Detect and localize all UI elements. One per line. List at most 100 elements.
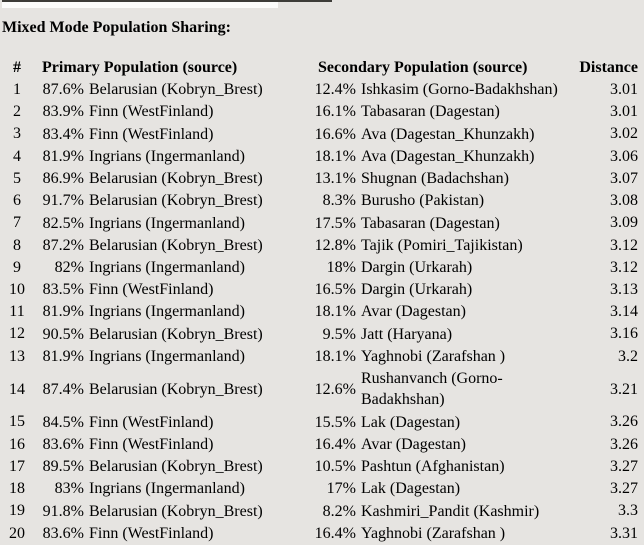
primary-population-cell: 81.9% Ingrians (Ingermanland) xyxy=(30,345,312,367)
secondary-population-cell: 16.4% Yaghnobi (Zarafshan ) xyxy=(312,522,570,544)
primary-population-name: Belarusian (Kobryn_Brest) xyxy=(89,458,263,476)
primary-population-name: Belarusian (Kobryn_Brest) xyxy=(89,170,263,188)
table-row: 7 82.5% Ingrians (Ingermanland) 17.5% Taba… xyxy=(4,212,640,234)
secondary-population-name: Tajik (Pomiri_Tajikistan) xyxy=(361,236,523,254)
table-row: 12 90.5% Belarusian (Kobryn_Brest) 9.5% Ja… xyxy=(4,323,640,345)
rank-cell: 13 xyxy=(9,347,25,365)
primary-population-name: Ingrians (Ingermanland) xyxy=(89,258,245,276)
distance-cell: 3.13 xyxy=(610,280,638,298)
primary-population-name: Finn (WestFinland) xyxy=(89,281,214,299)
primary-population-cell: 83.6% Finn (WestFinland) xyxy=(30,433,312,455)
secondary-percent: 8.3% xyxy=(322,192,356,210)
primary-percent: 87.4% xyxy=(42,380,84,398)
distance-cell: 3.3 xyxy=(618,502,638,520)
rank-cell: 14 xyxy=(9,380,25,398)
primary-population-name: Ingrians (Ingermanland) xyxy=(89,303,245,321)
primary-population-cell: 86.9% Belarusian (Kobryn_Brest) xyxy=(30,168,312,190)
secondary-population-cell: 10.5% Pashtun (Afghanistan) xyxy=(312,456,570,478)
secondary-population-name: Avar (Dagestan) xyxy=(361,303,466,321)
distance-cell: 3.27 xyxy=(610,457,638,475)
table-row: 20 83.6% Finn (WestFinland) 16.4% Yaghnobi… xyxy=(4,522,640,544)
secondary-population-cell: 12.8% Tajik (Pomiri_Tajikistan) xyxy=(312,234,570,256)
distance-cell: 3.21 xyxy=(610,380,638,398)
secondary-population-name: Tabasaran (Dagestan) xyxy=(361,214,500,232)
secondary-population-name: Avar (Dagestan) xyxy=(361,435,466,453)
secondary-percent: 16.6% xyxy=(314,125,356,143)
primary-percent: 86.9% xyxy=(42,170,84,188)
primary-population-cell: 83% Ingrians (Ingermanland) xyxy=(30,478,312,500)
secondary-population-cell: 18.1% Yaghnobi (Zarafshan ) xyxy=(312,345,570,367)
secondary-population-name: Ava (Dagestan_Khunzakh) xyxy=(361,147,535,165)
population-table-body: 1 87.6% Belarusian (Kobryn_Brest) 12.4% Is… xyxy=(4,79,640,545)
rank-cell: 6 xyxy=(13,192,21,210)
primary-population-name: Finn (WestFinland) xyxy=(89,524,214,542)
secondary-population-cell: 12.4% Ishkasim (Gorno-Badakhshan) xyxy=(312,79,570,101)
table-row: 1 87.6% Belarusian (Kobryn_Brest) 12.4% Is… xyxy=(4,79,640,101)
secondary-population-name: Shugnan (Badachshan) xyxy=(361,170,509,188)
primary-population-name: Belarusian (Kobryn_Brest) xyxy=(89,236,263,254)
table-row: 6 91.7% Belarusian (Kobryn_Brest) 8.3% Bur… xyxy=(4,190,640,212)
secondary-percent: 16.1% xyxy=(314,103,356,121)
distance-cell: 3.08 xyxy=(610,192,638,210)
primary-percent: 81.9% xyxy=(42,303,84,321)
rank-cell: 9 xyxy=(13,258,21,276)
primary-population-cell: 89.5% Belarusian (Kobryn_Brest) xyxy=(30,456,312,478)
secondary-population-cell: 17.5% Tabasaran (Dagestan) xyxy=(312,212,570,234)
primary-population-cell: 87.6% Belarusian (Kobryn_Brest) xyxy=(30,79,312,101)
rank-cell: 16 xyxy=(9,435,25,453)
primary-population-cell: 87.2% Belarusian (Kobryn_Brest) xyxy=(30,234,312,256)
secondary-percent: 10.5% xyxy=(314,458,356,476)
rank-cell: 17 xyxy=(9,457,25,475)
header-secondary-population: Secondary Population (source) xyxy=(318,59,528,76)
rank-cell: 10 xyxy=(9,280,25,298)
rank-cell: 12 xyxy=(9,325,25,343)
secondary-population-name: Jatt (Haryana) xyxy=(361,325,453,343)
secondary-population-cell: 15.5% Lak (Dagestan) xyxy=(312,411,570,433)
table-row: 19 91.8% Belarusian (Kobryn_Brest) 8.2% Ka… xyxy=(4,500,640,522)
primary-percent: 81.9% xyxy=(42,347,84,365)
secondary-population-name: Dargin (Urkarah) xyxy=(361,281,473,299)
table-row: 15 84.5% Finn (WestFinland) 15.5% Lak (Dag… xyxy=(4,411,640,433)
secondary-percent: 18% xyxy=(326,258,356,276)
primary-population-cell: 83.4% Finn (WestFinland) xyxy=(30,123,312,145)
header-rank: # xyxy=(13,59,21,76)
rank-cell: 4 xyxy=(13,147,21,165)
distance-cell: 3.31 xyxy=(610,524,638,542)
primary-population-cell: 90.5% Belarusian (Kobryn_Brest) xyxy=(30,323,312,345)
secondary-percent: 12.8% xyxy=(314,236,356,254)
primary-percent: 87.6% xyxy=(42,81,84,99)
rank-cell: 5 xyxy=(13,169,21,187)
distance-cell: 3.2 xyxy=(618,347,638,365)
secondary-population-cell: 12.6% Rushanvanch (Gorno-Badakhshan) xyxy=(312,368,570,412)
secondary-population-name: Ishkasim (Gorno-Badakhshan) xyxy=(361,81,558,99)
secondary-population-name: Pashtun (Afghanistan) xyxy=(361,458,505,476)
secondary-population-cell: 16.1% Tabasaran (Dagestan) xyxy=(312,101,570,123)
distance-cell: 3.07 xyxy=(610,169,638,187)
table-row: 10 83.5% Finn (WestFinland) 16.5% Dargin (… xyxy=(4,279,640,301)
primary-population-cell: 84.5% Finn (WestFinland) xyxy=(30,411,312,433)
table-row: 17 89.5% Belarusian (Kobryn_Brest) 10.5% P… xyxy=(4,456,640,478)
cutoff-element-fragment xyxy=(2,2,278,8)
population-sharing-table: # Primary Population (source) Secondary … xyxy=(4,57,640,545)
secondary-population-name: Rushanvanch (Gorno-Badakhshan) xyxy=(361,369,503,409)
table-row: 2 83.9% Finn (WestFinland) 16.1% Tabasaran… xyxy=(4,101,640,123)
primary-population-cell: 82% Ingrians (Ingermanland) xyxy=(30,257,312,279)
distance-cell: 3.01 xyxy=(610,81,638,98)
table-row: 11 81.9% Ingrians (Ingermanland) 18.1% Ava… xyxy=(4,301,640,323)
primary-percent: 83% xyxy=(54,480,84,498)
primary-population-name: Belarusian (Kobryn_Brest) xyxy=(89,380,263,398)
secondary-percent: 12.6% xyxy=(314,380,356,398)
distance-cell: 3.27 xyxy=(610,480,638,498)
primary-population-cell: 91.7% Belarusian (Kobryn_Brest) xyxy=(30,190,312,212)
secondary-population-name: Lak (Dagestan) xyxy=(361,413,461,431)
distance-cell: 3.12 xyxy=(610,236,638,254)
distance-cell: 3.01 xyxy=(610,103,638,121)
secondary-population-name: Yaghnobi (Zarafshan ) xyxy=(361,347,506,365)
primary-population-cell: 87.4% Belarusian (Kobryn_Brest) xyxy=(30,368,312,412)
primary-percent: 83.4% xyxy=(42,125,84,143)
primary-population-name: Belarusian (Kobryn_Brest) xyxy=(89,502,263,520)
header-primary-population: Primary Population (source) xyxy=(42,59,238,76)
primary-population-name: Belarusian (Kobryn_Brest) xyxy=(89,325,263,343)
primary-population-cell: 83.5% Finn (WestFinland) xyxy=(30,279,312,301)
secondary-population-cell: 18.1% Ava (Dagestan_Khunzakh) xyxy=(312,145,570,167)
